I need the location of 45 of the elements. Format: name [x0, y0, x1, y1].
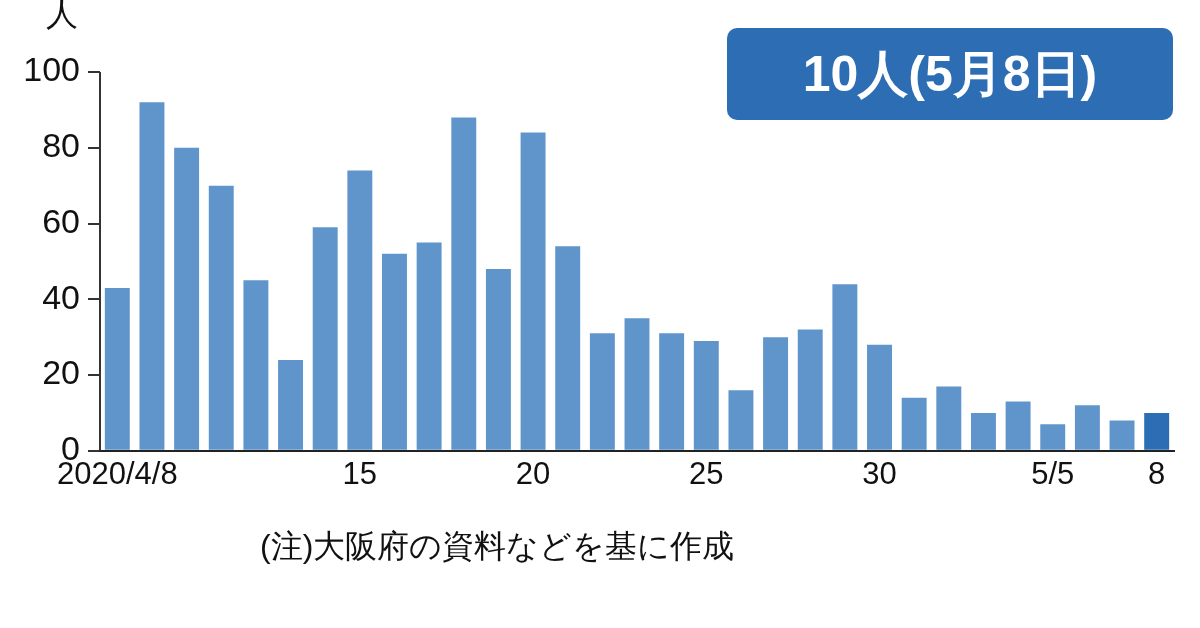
- bar: [1144, 412, 1170, 450]
- bar: [659, 333, 685, 450]
- x-tick-label: 20: [515, 455, 551, 491]
- y-tick-label: 100: [23, 50, 80, 89]
- y-tick-label: 40: [42, 277, 80, 316]
- bar: [1109, 420, 1135, 450]
- bar: [416, 242, 442, 450]
- annotation: 10人(5月8日): [727, 28, 1173, 120]
- bar: [901, 397, 927, 450]
- bar: [624, 318, 650, 450]
- bar: [174, 147, 200, 450]
- bar: [312, 227, 338, 450]
- x-tick-label: 25: [689, 455, 724, 491]
- bar: [693, 340, 719, 450]
- bar: [1074, 405, 1100, 450]
- bar: [1040, 424, 1066, 450]
- bar: [867, 344, 892, 450]
- bar: [278, 359, 304, 450]
- bar: [936, 386, 962, 450]
- bar: [797, 329, 823, 450]
- bar: [520, 132, 546, 450]
- y-tick-label: 80: [42, 126, 80, 165]
- bar: [347, 170, 373, 450]
- x-tick-label: 30: [862, 455, 897, 491]
- bar: [243, 280, 269, 450]
- bar: [763, 337, 789, 450]
- x-tick-label: 8: [1148, 455, 1166, 491]
- bar: [104, 287, 130, 450]
- y-tick-label: 20: [42, 353, 80, 392]
- bar: [382, 253, 407, 450]
- bar: [555, 246, 581, 450]
- text: (注)大阪府の資料などを基に作成: [260, 527, 736, 566]
- x-tick-label: 5/5: [1031, 455, 1075, 491]
- x-tick-label: 15: [342, 455, 378, 491]
- bar: [139, 102, 165, 450]
- bar: [970, 412, 996, 450]
- y-tick-label: 60: [42, 201, 80, 240]
- bar: [728, 390, 754, 450]
- bar: [1005, 401, 1031, 450]
- y-axis-title: 人: [46, 0, 78, 32]
- bar: [208, 185, 234, 450]
- bar: [451, 117, 477, 450]
- bar: [589, 333, 615, 450]
- bar: [485, 268, 511, 450]
- bar: [832, 284, 858, 450]
